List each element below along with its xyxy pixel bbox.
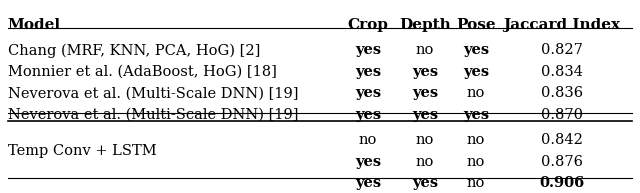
Text: Chang (MRF, KNN, PCA, HoG) [2]: Chang (MRF, KNN, PCA, HoG) [2]	[8, 43, 260, 58]
Text: 0.906: 0.906	[540, 176, 585, 190]
Text: Model: Model	[8, 18, 61, 32]
Text: no: no	[358, 133, 377, 147]
Text: 0.834: 0.834	[541, 65, 583, 79]
Text: 0.836: 0.836	[541, 86, 583, 100]
Text: 0.876: 0.876	[541, 155, 583, 169]
Text: yes: yes	[412, 176, 438, 190]
Text: no: no	[416, 133, 435, 147]
Text: yes: yes	[355, 155, 381, 169]
Text: yes: yes	[463, 108, 489, 122]
Text: yes: yes	[412, 65, 438, 79]
Text: no: no	[416, 155, 435, 169]
Text: 0.870: 0.870	[541, 108, 583, 122]
Text: yes: yes	[355, 108, 381, 122]
Text: yes: yes	[355, 86, 381, 100]
Text: no: no	[467, 176, 485, 190]
Text: no: no	[467, 133, 485, 147]
Text: 0.842: 0.842	[541, 133, 583, 147]
Text: Pose: Pose	[456, 18, 496, 32]
Text: no: no	[416, 43, 435, 57]
Text: yes: yes	[463, 65, 489, 79]
Text: yes: yes	[463, 43, 489, 57]
Text: yes: yes	[355, 176, 381, 190]
Text: no: no	[467, 155, 485, 169]
Text: no: no	[467, 86, 485, 100]
Text: Neverova et al. (Multi-Scale DNN) [19]: Neverova et al. (Multi-Scale DNN) [19]	[8, 108, 298, 122]
Text: yes: yes	[412, 108, 438, 122]
Text: Crop: Crop	[348, 18, 388, 32]
Text: Neverova et al. (Multi-Scale DNN) [19]: Neverova et al. (Multi-Scale DNN) [19]	[8, 86, 298, 100]
Text: Temp Conv + LSTM: Temp Conv + LSTM	[8, 144, 156, 158]
Text: yes: yes	[412, 86, 438, 100]
Text: Jaccard Index: Jaccard Index	[504, 18, 621, 32]
Text: 0.827: 0.827	[541, 43, 583, 57]
Text: yes: yes	[355, 65, 381, 79]
Text: Monnier et al. (AdaBoost, HoG) [18]: Monnier et al. (AdaBoost, HoG) [18]	[8, 65, 276, 79]
Text: yes: yes	[355, 43, 381, 57]
Text: Depth: Depth	[399, 18, 451, 32]
